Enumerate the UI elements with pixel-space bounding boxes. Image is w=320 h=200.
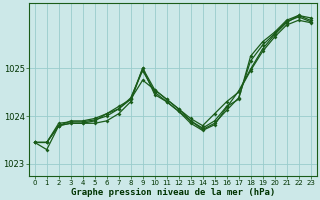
X-axis label: Graphe pression niveau de la mer (hPa): Graphe pression niveau de la mer (hPa) [70,188,275,197]
